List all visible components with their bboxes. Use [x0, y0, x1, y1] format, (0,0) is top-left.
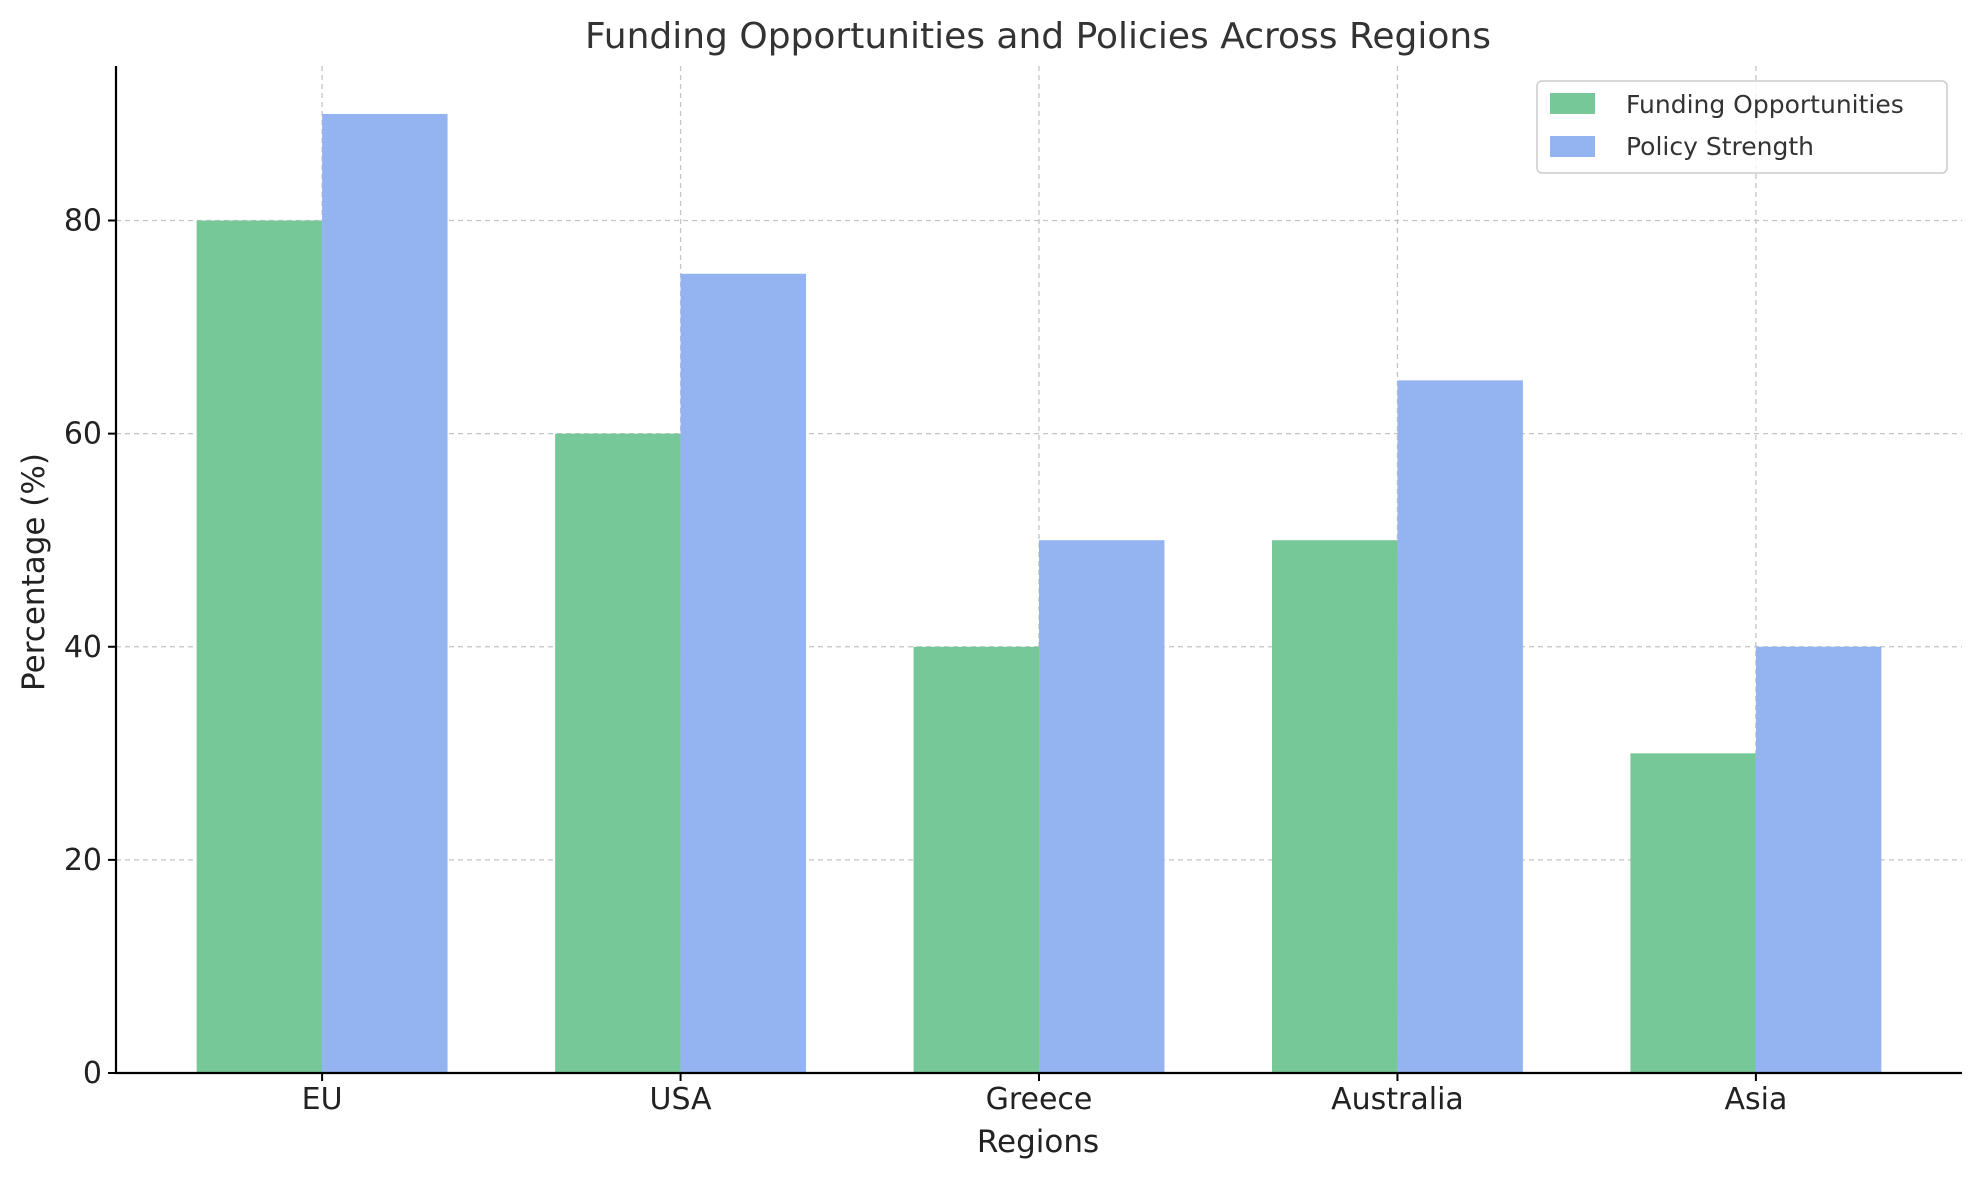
bar-policy-strength-greece — [1039, 540, 1165, 1073]
y-tick-label: 20 — [64, 843, 102, 878]
y-tick-label: 80 — [64, 204, 102, 239]
legend-swatch-funding-opportunities — [1550, 93, 1595, 114]
y-ticks: 0 20 40 60 80 — [64, 204, 116, 1091]
x-axis-label: Regions — [977, 1124, 1099, 1160]
x-tick-label-asia: Asia — [1724, 1082, 1787, 1117]
x-tick-label-usa: USA — [650, 1082, 713, 1117]
bar-funding-opportunities-australia — [1271, 540, 1398, 1073]
y-tick-label: 0 — [83, 1056, 102, 1091]
x-tick-label-australia: Australia — [1331, 1082, 1464, 1117]
legend-label-funding-opportunities: Funding Opportunities — [1626, 90, 1904, 119]
y-axis-label: Percentage (%) — [16, 453, 52, 691]
bar-policy-strength-australia — [1397, 380, 1523, 1073]
y-tick-label: 40 — [64, 630, 102, 665]
legend: Funding Opportunities Policy Strength — [1536, 80, 1948, 174]
bar-funding-opportunities-greece — [913, 646, 1039, 1073]
bar-funding-opportunities-asia — [1630, 753, 1756, 1073]
x-tick-label-greece: Greece — [986, 1082, 1093, 1117]
x-ticks: EU USA Greece Australia Asia — [302, 1073, 1787, 1117]
bars — [196, 113, 1882, 1074]
bar-policy-strength-asia — [1755, 646, 1882, 1073]
chart-title: Funding Opportunities and Policies Acros… — [585, 16, 1491, 57]
legend-label-policy-strength: Policy Strength — [1626, 132, 1814, 161]
bar-funding-opportunities-eu — [196, 220, 323, 1073]
x-tick-label-eu: EU — [302, 1082, 343, 1117]
legend-frame — [1536, 80, 1948, 174]
bar-policy-strength-eu — [322, 113, 448, 1073]
bar-funding-opportunities-usa — [555, 433, 681, 1074]
legend-swatch-policy-strength — [1550, 136, 1595, 157]
y-tick-label: 60 — [64, 417, 102, 452]
bar-policy-strength-usa — [680, 273, 807, 1073]
